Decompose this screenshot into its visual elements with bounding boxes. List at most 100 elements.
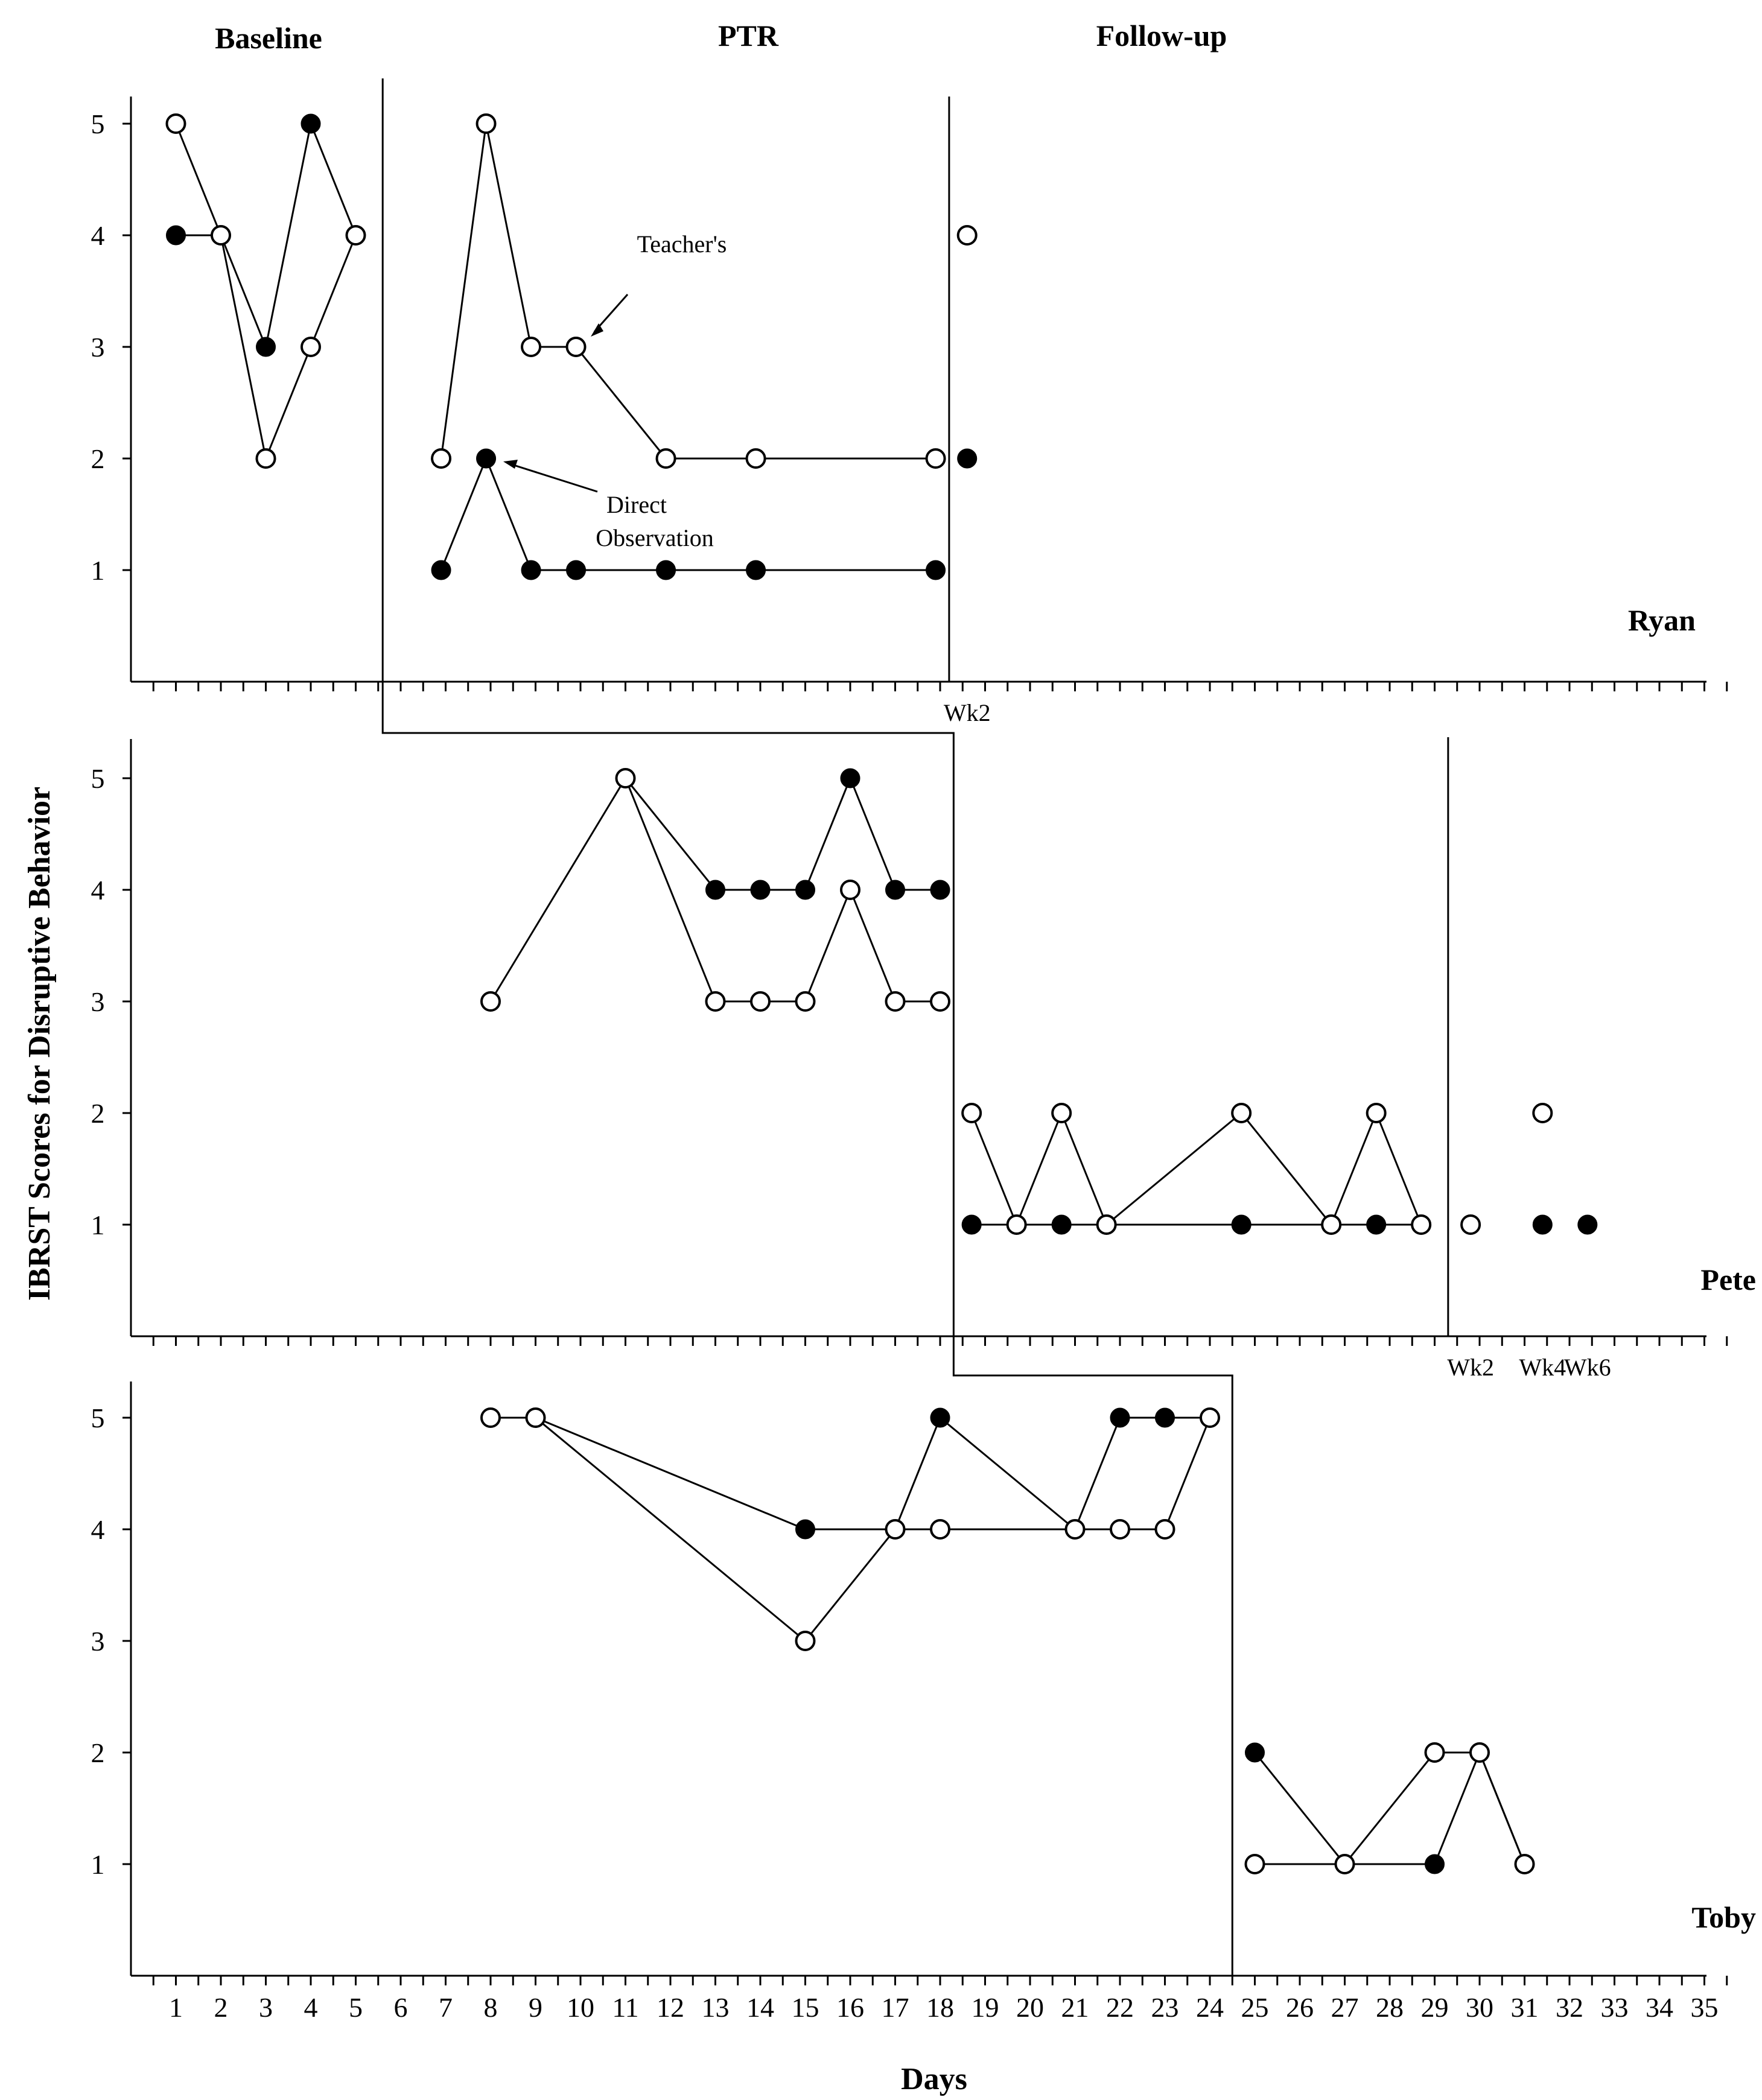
direct-observation-point <box>476 448 497 469</box>
direct-observation-point <box>521 560 541 580</box>
x-tick-label: 21 <box>1061 1992 1089 2023</box>
y-tick-label: 4 <box>91 220 105 251</box>
phase-label-baseline: Baseline <box>215 21 322 55</box>
teacher-point <box>301 337 321 357</box>
x-tick-label: 30 <box>1466 1992 1493 2023</box>
teacher-point <box>1064 1519 1086 1540</box>
direct-observation-point <box>256 337 276 357</box>
direct-observation-point <box>840 768 860 788</box>
y-tick-label: 1 <box>91 1210 105 1240</box>
x-tick-label: 17 <box>882 1992 909 2023</box>
direct-observation-point <box>957 448 978 469</box>
annotation-teachers-arrowhead <box>591 323 603 337</box>
series-line <box>440 455 936 571</box>
panel-name-ryan: Ryan <box>1628 603 1696 637</box>
teacher-point <box>1469 1742 1490 1763</box>
series-line <box>491 1416 1210 1531</box>
teacher-point <box>1110 1519 1130 1540</box>
teacher-point <box>345 225 366 246</box>
series-lines-toby <box>491 1416 1525 1865</box>
y-tick-label: 1 <box>91 555 105 586</box>
teacher-point <box>655 448 676 469</box>
series-lines-pete <box>489 775 1422 1228</box>
x-tick-label: 34 <box>1646 1992 1673 2023</box>
x-tick-label: 10 <box>567 1992 594 2023</box>
annotation-direct-line1: Direct <box>606 491 667 518</box>
direct-observation-point <box>746 560 766 580</box>
direct-observation-point <box>930 1407 950 1428</box>
teacher-point <box>961 1103 982 1123</box>
panel-name-pete: Pete <box>1700 1263 1756 1296</box>
teacher-point <box>211 225 231 246</box>
teacher-point <box>525 1407 546 1428</box>
phase-label-follow-up: Follow-up <box>1096 19 1227 52</box>
y-tick-label: 1 <box>91 1849 105 1880</box>
direct-observation-point <box>166 225 186 246</box>
y-tick-label: 3 <box>91 986 105 1017</box>
direct-observation-point <box>656 560 676 580</box>
x-tick-label: 8 <box>484 1992 498 2023</box>
direct-observation-point <box>1577 1214 1598 1235</box>
markers-toby <box>480 1407 1535 1874</box>
series-line <box>489 776 940 1003</box>
teacher-point <box>1334 1854 1355 1874</box>
markers-pete <box>480 768 1598 1235</box>
panel-name-toby: Toby <box>1691 1900 1756 1934</box>
y-tick-label: 5 <box>91 1403 105 1433</box>
teacher-point <box>795 991 816 1012</box>
direct-observation-point <box>1110 1407 1130 1428</box>
x-tick-label: 5 <box>349 1992 363 2023</box>
x-tick-label: 1 <box>169 1992 183 2023</box>
teacher-point <box>930 1519 950 1540</box>
x-tick-label: 11 <box>612 1992 638 2023</box>
teacher-point <box>1096 1214 1117 1235</box>
y-tick-label: 2 <box>91 1098 105 1129</box>
x-tick-label: 14 <box>746 1992 774 2023</box>
teacher-point <box>925 448 946 469</box>
direct-observation-point <box>566 560 587 580</box>
series-line <box>175 123 357 462</box>
direct-observation-point <box>301 113 321 134</box>
teacher-point <box>705 991 726 1012</box>
follow-up-week-label: Wk4 <box>1519 1354 1566 1381</box>
x-tick-label: 2 <box>214 1992 228 2023</box>
teacher-point <box>480 1407 501 1428</box>
x-tick-label: 9 <box>529 1992 542 2023</box>
teacher-point <box>521 337 542 357</box>
teacher-point <box>1514 1854 1535 1874</box>
teacher-point <box>1244 1854 1265 1874</box>
series-line <box>970 1110 1422 1228</box>
x-tick-label: 6 <box>394 1992 408 2023</box>
direct-observation-point <box>1366 1214 1387 1235</box>
teacher-point <box>745 448 766 469</box>
x-tick-label: 32 <box>1556 1992 1583 2023</box>
y-tick-label: 4 <box>91 875 105 906</box>
x-tick-label: 28 <box>1376 1992 1404 2023</box>
direct-observation-point <box>1231 1214 1252 1235</box>
panel-ryan: 1 2 3 4 5 Wk2 <box>91 97 1728 726</box>
teacher-point <box>930 991 950 1012</box>
series-line <box>1255 1751 1525 1865</box>
teacher-point <box>1051 1103 1072 1123</box>
x-axis-title: Days <box>901 2062 967 2096</box>
x-tick-label: 22 <box>1106 1992 1134 2023</box>
x-tick-label: 13 <box>702 1992 730 2023</box>
x-tick-label: 23 <box>1151 1992 1179 2023</box>
panel-toby: 1 2 3 4 5 <box>91 1381 1728 1985</box>
teacher-point <box>1366 1103 1387 1123</box>
series-line <box>440 123 936 460</box>
x-tick-label: 20 <box>1016 1992 1044 2023</box>
y-tick-label: 5 <box>91 109 105 139</box>
x-tick-label: 18 <box>926 1992 954 2023</box>
direct-observation-point <box>1532 1214 1553 1235</box>
annotation-direct-arrow <box>507 462 598 493</box>
phase-label-ptr: PTR <box>718 19 779 52</box>
y-tick-label: 5 <box>91 763 105 794</box>
x-tick-label: 3 <box>259 1992 273 2023</box>
teacher-point <box>255 448 276 469</box>
x-tick-label: 4 <box>304 1992 318 2023</box>
x-tick-label: 12 <box>657 1992 684 2023</box>
follow-up-week-label: Wk2 <box>944 699 991 726</box>
follow-up-week-label: Wk6 <box>1564 1354 1611 1381</box>
